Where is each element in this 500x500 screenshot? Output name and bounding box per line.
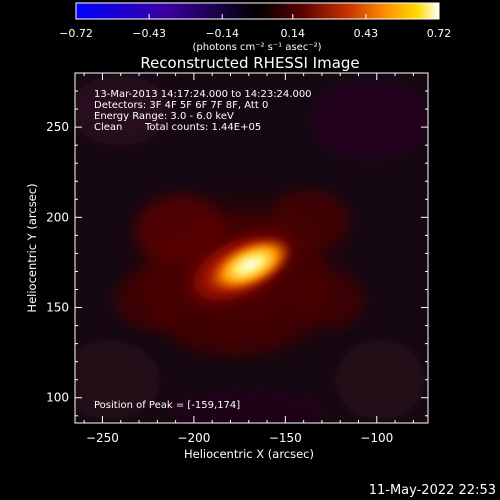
peak-position-text: Position of Peak = [-159,174] (94, 400, 240, 411)
colorbar: −0.72 −0.43 −0.14 0.14 0.43 0.72 (photons cm⁻… (59, 2, 451, 53)
energy-range-text: Energy Range: 3.0 - 6.0 keV (94, 111, 234, 122)
colorbar-tick-label: 0.14 (281, 27, 306, 40)
colorbar-tick-label: 0.72 (427, 27, 452, 40)
colorbar-tick-label: 0.43 (354, 27, 379, 40)
source-emission (110, 175, 370, 375)
detectors-text: Detectors: 3F 4F 5F 6F 7F 8F, Att 0 (94, 100, 268, 111)
time-range-text: 13-Mar-2013 14:17:24.000 to 14:23:24.000 (94, 89, 312, 100)
colorbar-unit-label: (photons cm⁻² s⁻¹ asec⁻²) (192, 42, 321, 53)
y-tick-label: 100 (46, 391, 69, 405)
chart-title: Reconstructed RHESSI Image (140, 54, 359, 72)
x-tick-label: −100 (360, 431, 393, 445)
y-axis-ticks: 100 150 200 250 (46, 72, 428, 417)
y-tick-label: 250 (46, 120, 69, 134)
total-counts-text: Total counts: 1.44E+05 (144, 122, 261, 133)
annotation-block: 13-Mar-2013 14:17:24.000 to 14:23:24.000… (94, 89, 312, 133)
footer-timestamp: 11-May-2022 22:53 (369, 483, 496, 498)
colorbar-tick-label: −0.43 (132, 27, 166, 40)
y-tick-label: 150 (46, 301, 69, 315)
plot-frame (74, 72, 429, 424)
image-area (75, 73, 428, 423)
x-tick-label: −200 (177, 431, 210, 445)
colorbar-tick-label: −0.72 (59, 27, 93, 40)
colorbar-gradient (76, 3, 439, 19)
colorbar-tick-label: −0.14 (205, 27, 239, 40)
x-axis-ticks: −250 −200 −150 −100 (83, 73, 414, 445)
x-tick-label: −150 (269, 431, 302, 445)
x-axis-label: Heliocentric X (arcsec) (184, 447, 314, 461)
clean-label: Clean (94, 122, 122, 133)
background-noise (75, 75, 428, 423)
y-tick-label: 200 (46, 210, 69, 224)
colorbar-frame (75, 2, 440, 20)
x-tick-label: −250 (86, 431, 119, 445)
y-axis-label: Heliocentric Y (arcsec) (25, 183, 39, 312)
colorbar-ticks: −0.72 −0.43 −0.14 0.14 0.43 0.72 (59, 14, 451, 40)
